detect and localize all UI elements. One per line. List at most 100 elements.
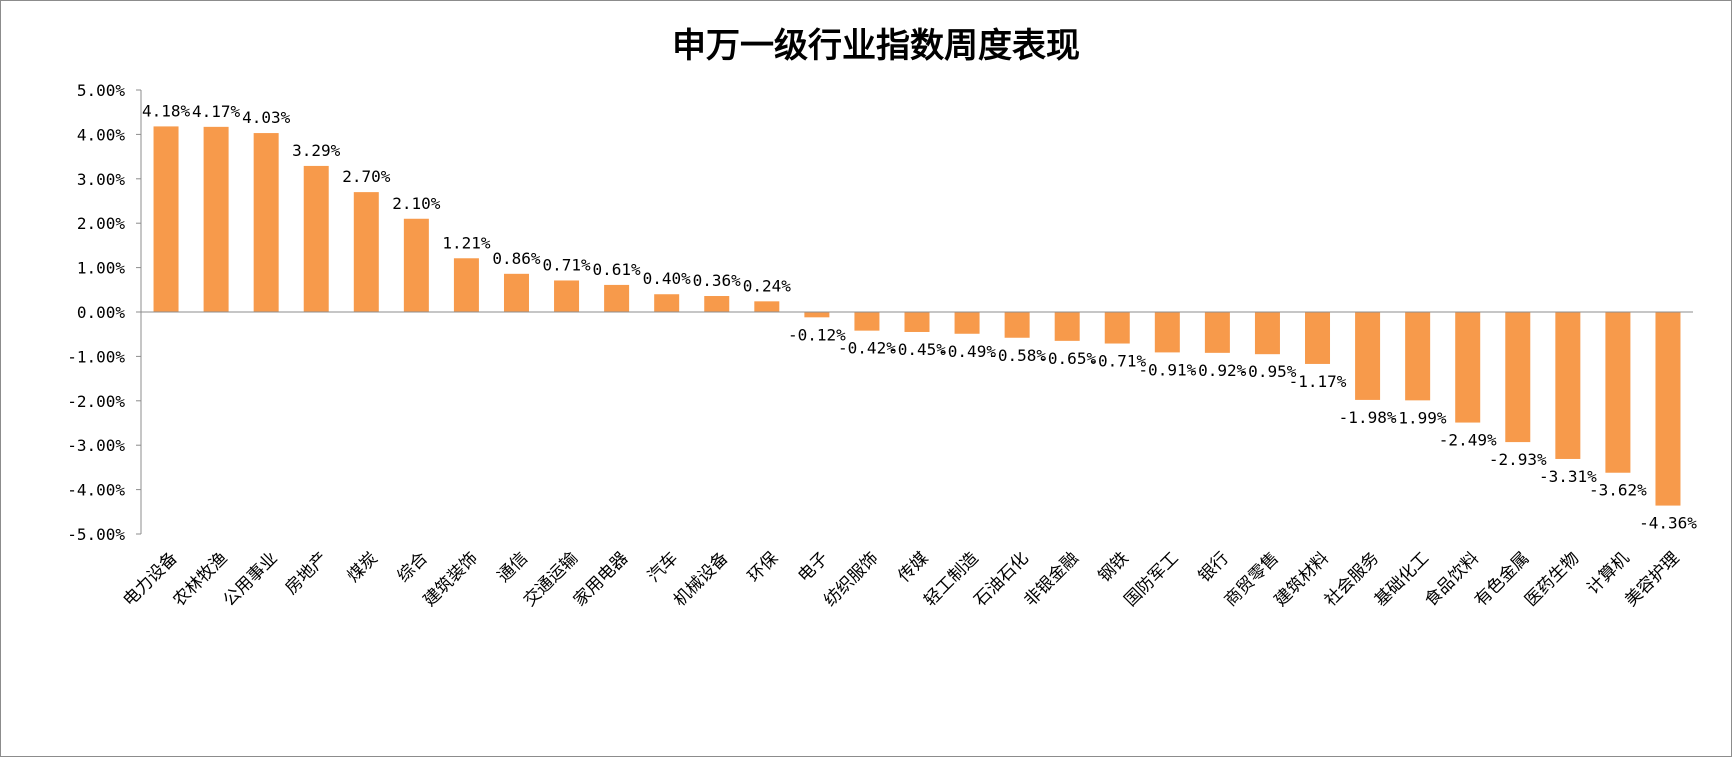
bar <box>1154 312 1180 353</box>
y-tick-label: 2.00% <box>77 214 126 233</box>
bar <box>1405 312 1431 401</box>
bar <box>704 296 730 312</box>
bar <box>1054 312 1080 341</box>
y-tick-label: -1.00% <box>67 347 125 366</box>
bar <box>1655 312 1681 506</box>
bar <box>203 126 229 313</box>
y-tick-label: 1.00% <box>77 259 126 278</box>
data-label: -0.49% <box>938 342 996 361</box>
category-label: 综合 <box>394 548 432 586</box>
data-label: 0.40% <box>643 269 692 288</box>
category-label: 煤炭 <box>344 548 382 586</box>
data-label: 0.71% <box>542 255 591 274</box>
category-label: 通信 <box>494 548 532 586</box>
bar <box>253 133 279 312</box>
category-label: 非银金融 <box>1021 548 1083 610</box>
data-label: -3.62% <box>1589 481 1647 500</box>
bar <box>854 312 880 331</box>
data-label: -2.93% <box>1489 450 1547 469</box>
bar <box>153 126 179 313</box>
y-tick-label: 3.00% <box>77 170 126 189</box>
category-label: 房地产 <box>282 548 332 598</box>
bar <box>453 258 479 312</box>
data-label: -0.45% <box>888 340 946 359</box>
bar <box>1355 312 1381 400</box>
data-label: -3.31% <box>1539 467 1597 486</box>
data-label: 4.17% <box>192 102 241 121</box>
category-label: 纺织服饰 <box>820 548 882 610</box>
data-label: 0.61% <box>593 260 642 279</box>
bar <box>1505 312 1531 443</box>
bar <box>904 312 930 332</box>
data-label: -0.95% <box>1239 362 1297 381</box>
y-tick-label: -5.00% <box>67 525 125 544</box>
category-label: 有色金属 <box>1471 548 1533 610</box>
data-label: -4.36% <box>1639 514 1697 533</box>
category-label: 医药生物 <box>1521 548 1583 610</box>
y-tick-label: 0.00% <box>77 303 126 322</box>
category-label: 钢铁 <box>1095 548 1133 586</box>
data-label: 1.21% <box>442 233 491 252</box>
category-label: 环保 <box>744 548 782 586</box>
category-label: 交通运输 <box>520 548 582 610</box>
bar <box>1555 312 1581 459</box>
data-label: 2.70% <box>342 167 391 186</box>
y-tick-label: 5.00% <box>77 81 126 100</box>
category-label: 机械设备 <box>670 548 732 610</box>
bar <box>1004 312 1030 338</box>
category-label: 国防军工 <box>1121 548 1183 610</box>
y-tick-label: -4.00% <box>67 481 125 500</box>
category-labels-group: 电力设备农林牧渔公用事业 房地产 煤炭 综合建筑装饰 通信交通运输家用电器 汽车机械设备环… <box>119 548 1683 610</box>
category-label: 食品饮料 <box>1421 548 1483 610</box>
category-label: 电子 <box>794 548 832 586</box>
category-label: 电力设备 <box>119 548 181 610</box>
data-label: 4.03% <box>242 108 291 127</box>
category-label: 汽车 <box>644 548 682 586</box>
data-label: 2.10% <box>392 194 441 213</box>
data-label: -0.12% <box>788 325 846 344</box>
category-label: 建筑材料 <box>1271 548 1333 610</box>
bar <box>604 284 630 312</box>
bar <box>303 165 329 312</box>
bar <box>403 218 429 312</box>
bar <box>1254 312 1280 355</box>
data-label: -0.91% <box>1138 360 1196 379</box>
category-label: 基础化工 <box>1371 548 1433 610</box>
y-tick-label: -2.00% <box>67 392 125 411</box>
chart-title: 申万一级行业指数周度表现 <box>672 26 1080 66</box>
bar <box>754 301 780 312</box>
bar <box>1204 312 1230 353</box>
data-label: -2.49% <box>1439 431 1497 450</box>
y-tick-label: 4.00% <box>77 125 126 144</box>
bar <box>1605 312 1631 473</box>
data-label: -1.17% <box>1289 372 1347 391</box>
data-label: -0.92% <box>1188 361 1246 380</box>
bar <box>804 312 830 318</box>
data-label: -1.98% <box>1339 408 1397 427</box>
bars-group <box>153 126 1681 506</box>
bar <box>1104 312 1130 344</box>
bar <box>1455 312 1481 423</box>
bar <box>1305 312 1331 364</box>
data-label: 4.18% <box>142 101 191 120</box>
data-labels-group: 4.18% 4.17% 4.03%3.29%2.70%2.10% 1.21%0.86%… <box>142 101 1697 532</box>
y-axis: 5.00% 4.00% 3.00% 2.00% 1.00% 0.00% -1.00% -2.0… <box>67 81 142 544</box>
bar <box>954 312 980 334</box>
y-tick-label: -3.00% <box>67 436 125 455</box>
bar <box>503 273 529 312</box>
data-label: -0.71% <box>1088 352 1146 371</box>
data-label: 3.29% <box>292 141 341 160</box>
category-label: 银行 <box>1195 548 1233 586</box>
data-label: -1.99% <box>1389 408 1447 427</box>
category-label: 家用电器 <box>570 548 632 610</box>
category-label: 公用事业 <box>219 548 281 610</box>
bar <box>353 192 379 312</box>
category-label: 轻工制造 <box>920 548 982 610</box>
data-label: -0.42% <box>838 339 896 358</box>
bar <box>554 280 580 312</box>
category-label: 美容护理 <box>1621 548 1683 610</box>
category-label: 石油石化 <box>970 548 1032 610</box>
category-label: 农林牧渔 <box>169 548 231 610</box>
